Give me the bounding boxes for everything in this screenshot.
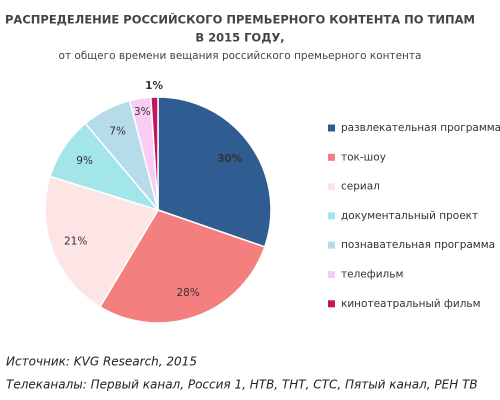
data-label: 1% [145, 80, 163, 92]
data-label: 28% [176, 287, 199, 299]
data-label: 30% [217, 153, 243, 165]
chart-title: В 2015 ГОДУ, [195, 31, 284, 45]
chart-title: РАСПРЕДЕЛЕНИЕ РОССИЙСКОГО ПРЕМЬЕРНОГО КО… [5, 12, 475, 27]
data-label: 7% [109, 126, 126, 138]
legend-swatch [328, 153, 335, 161]
legend-swatch [328, 241, 335, 249]
source-note: Источник: KVG Research, 2015 [6, 355, 197, 369]
legend-label: ток-шоу [341, 151, 386, 163]
legend-label: кинотеатральный фильм [341, 298, 481, 310]
legend-swatch [328, 271, 335, 278]
pie-slice [44, 175, 160, 308]
legend-swatch [328, 183, 335, 191]
legend-swatch [328, 212, 335, 220]
legend-label: телефильм [341, 269, 403, 281]
legend-label: сериал [341, 181, 380, 193]
chart-subtitle: от общего времени вещания российского пр… [59, 50, 422, 62]
legend-label: документальный проект [341, 210, 478, 222]
data-label: 3% [134, 106, 151, 118]
data-label: 21% [64, 235, 87, 247]
legend-label: развлекательная программа [341, 122, 500, 134]
data-label: 9% [76, 155, 93, 167]
channels-note: Телеканалы: Первый канал, Россия 1, НТВ,… [6, 378, 478, 392]
pie-slice [157, 96, 272, 248]
legend-swatch [328, 300, 335, 308]
legend-swatch [328, 124, 335, 132]
pie-slice [150, 96, 159, 211]
legend-label: познавательная программа [341, 239, 495, 251]
